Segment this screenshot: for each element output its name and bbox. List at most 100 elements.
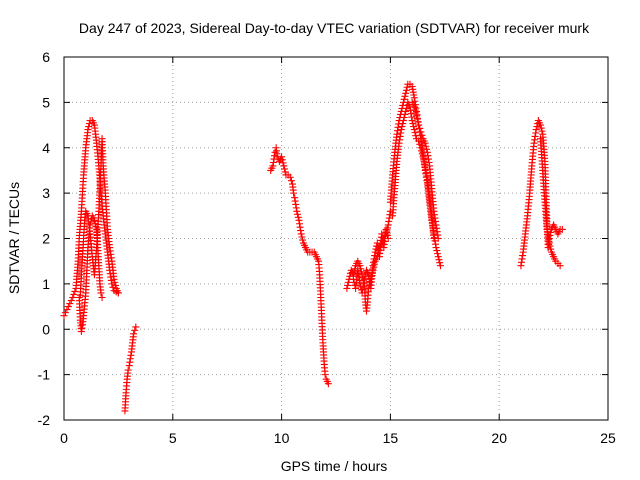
data-point (90, 216, 98, 224)
data-point (421, 139, 429, 147)
y-tick-label: 5 (42, 94, 50, 110)
data-point (402, 89, 410, 97)
data-point (412, 132, 420, 140)
data-point (61, 309, 69, 317)
data-point (111, 278, 119, 286)
data-point (410, 123, 418, 131)
data-point (64, 303, 72, 311)
data-point (435, 256, 443, 264)
y-tick-label: -1 (38, 367, 51, 383)
data-point (413, 115, 421, 123)
data-point (411, 106, 419, 114)
data-point (114, 289, 122, 297)
data-point (415, 121, 423, 129)
x-tick-label: 20 (491, 430, 507, 446)
data-point (537, 124, 545, 132)
data-point (422, 142, 430, 150)
data-point (384, 235, 392, 242)
data-point (410, 126, 418, 134)
x-tick-label: 25 (600, 430, 616, 446)
data-point (85, 120, 93, 128)
y-tick-label: 2 (42, 231, 50, 247)
data-point (298, 233, 306, 241)
y-tick-label: -2 (38, 412, 51, 428)
y-axis-title: SDTVAR / TECUs (6, 182, 22, 294)
data-point (434, 253, 442, 261)
data-point (412, 109, 420, 117)
data-point (414, 118, 422, 126)
data-point (361, 272, 369, 280)
data-point (533, 123, 541, 131)
data-point (419, 153, 427, 161)
data-point (420, 156, 428, 164)
data-point (546, 242, 554, 250)
data-point (110, 275, 118, 283)
data-point (382, 225, 390, 233)
x-tick-label: 10 (274, 430, 290, 446)
data-point (403, 83, 411, 91)
data-point (360, 275, 368, 283)
data-point (383, 224, 391, 232)
data-point (290, 189, 298, 197)
y-tick-label: 4 (42, 140, 50, 156)
data-point (287, 177, 295, 185)
data-point (321, 371, 329, 379)
data-point (418, 131, 426, 139)
data-point (408, 117, 416, 125)
data-point (124, 366, 132, 374)
data-point (545, 239, 553, 247)
data-point (417, 128, 425, 136)
data-point (84, 126, 92, 134)
data-point (279, 159, 287, 167)
data-point (423, 145, 431, 153)
chart-title: Day 247 of 2023, Sidereal Day-to-day VTE… (79, 20, 590, 36)
data-point (294, 210, 302, 218)
data-point (558, 225, 566, 233)
data-point (130, 330, 138, 338)
data-point (293, 207, 301, 215)
y-tick-label: 0 (42, 321, 50, 337)
data-point (436, 262, 444, 270)
data-point (85, 123, 93, 131)
data-point (418, 150, 426, 158)
data-point (400, 95, 408, 103)
data-point (69, 293, 77, 301)
data-point (399, 117, 407, 125)
data-point (383, 231, 391, 239)
tick-labels: 0 5 10 15 20 25 -2 -1 0 1 2 3 4 5 6 (38, 49, 616, 446)
data-point (111, 281, 119, 289)
data-point (131, 326, 139, 334)
data-points (60, 80, 566, 415)
data-point (402, 107, 410, 115)
data-point (409, 120, 417, 128)
data-point (413, 112, 421, 120)
data-point (343, 284, 351, 292)
data-point (399, 120, 407, 128)
data-point (299, 236, 307, 244)
data-point (344, 281, 352, 289)
data-point (66, 300, 74, 308)
data-point (411, 129, 419, 137)
data-point (401, 110, 409, 118)
data-point (297, 230, 305, 238)
data-point (67, 297, 75, 305)
data-point (402, 86, 410, 94)
data-point (397, 126, 405, 134)
data-point (556, 262, 564, 270)
data-point (132, 323, 140, 331)
data-point (357, 265, 365, 273)
x-tick-label: 15 (383, 430, 399, 446)
data-point (401, 92, 409, 100)
data-point (416, 124, 424, 132)
data-point (356, 262, 364, 270)
data-point (280, 162, 288, 170)
grid-lines (64, 57, 608, 420)
data-point (402, 104, 410, 112)
data-point (70, 290, 78, 298)
y-tick-label: 6 (42, 49, 50, 65)
data-point (434, 235, 442, 242)
y-tick-label: 3 (42, 185, 50, 201)
data-point (294, 213, 302, 221)
x-axis-title: GPS time / hours (281, 458, 388, 474)
